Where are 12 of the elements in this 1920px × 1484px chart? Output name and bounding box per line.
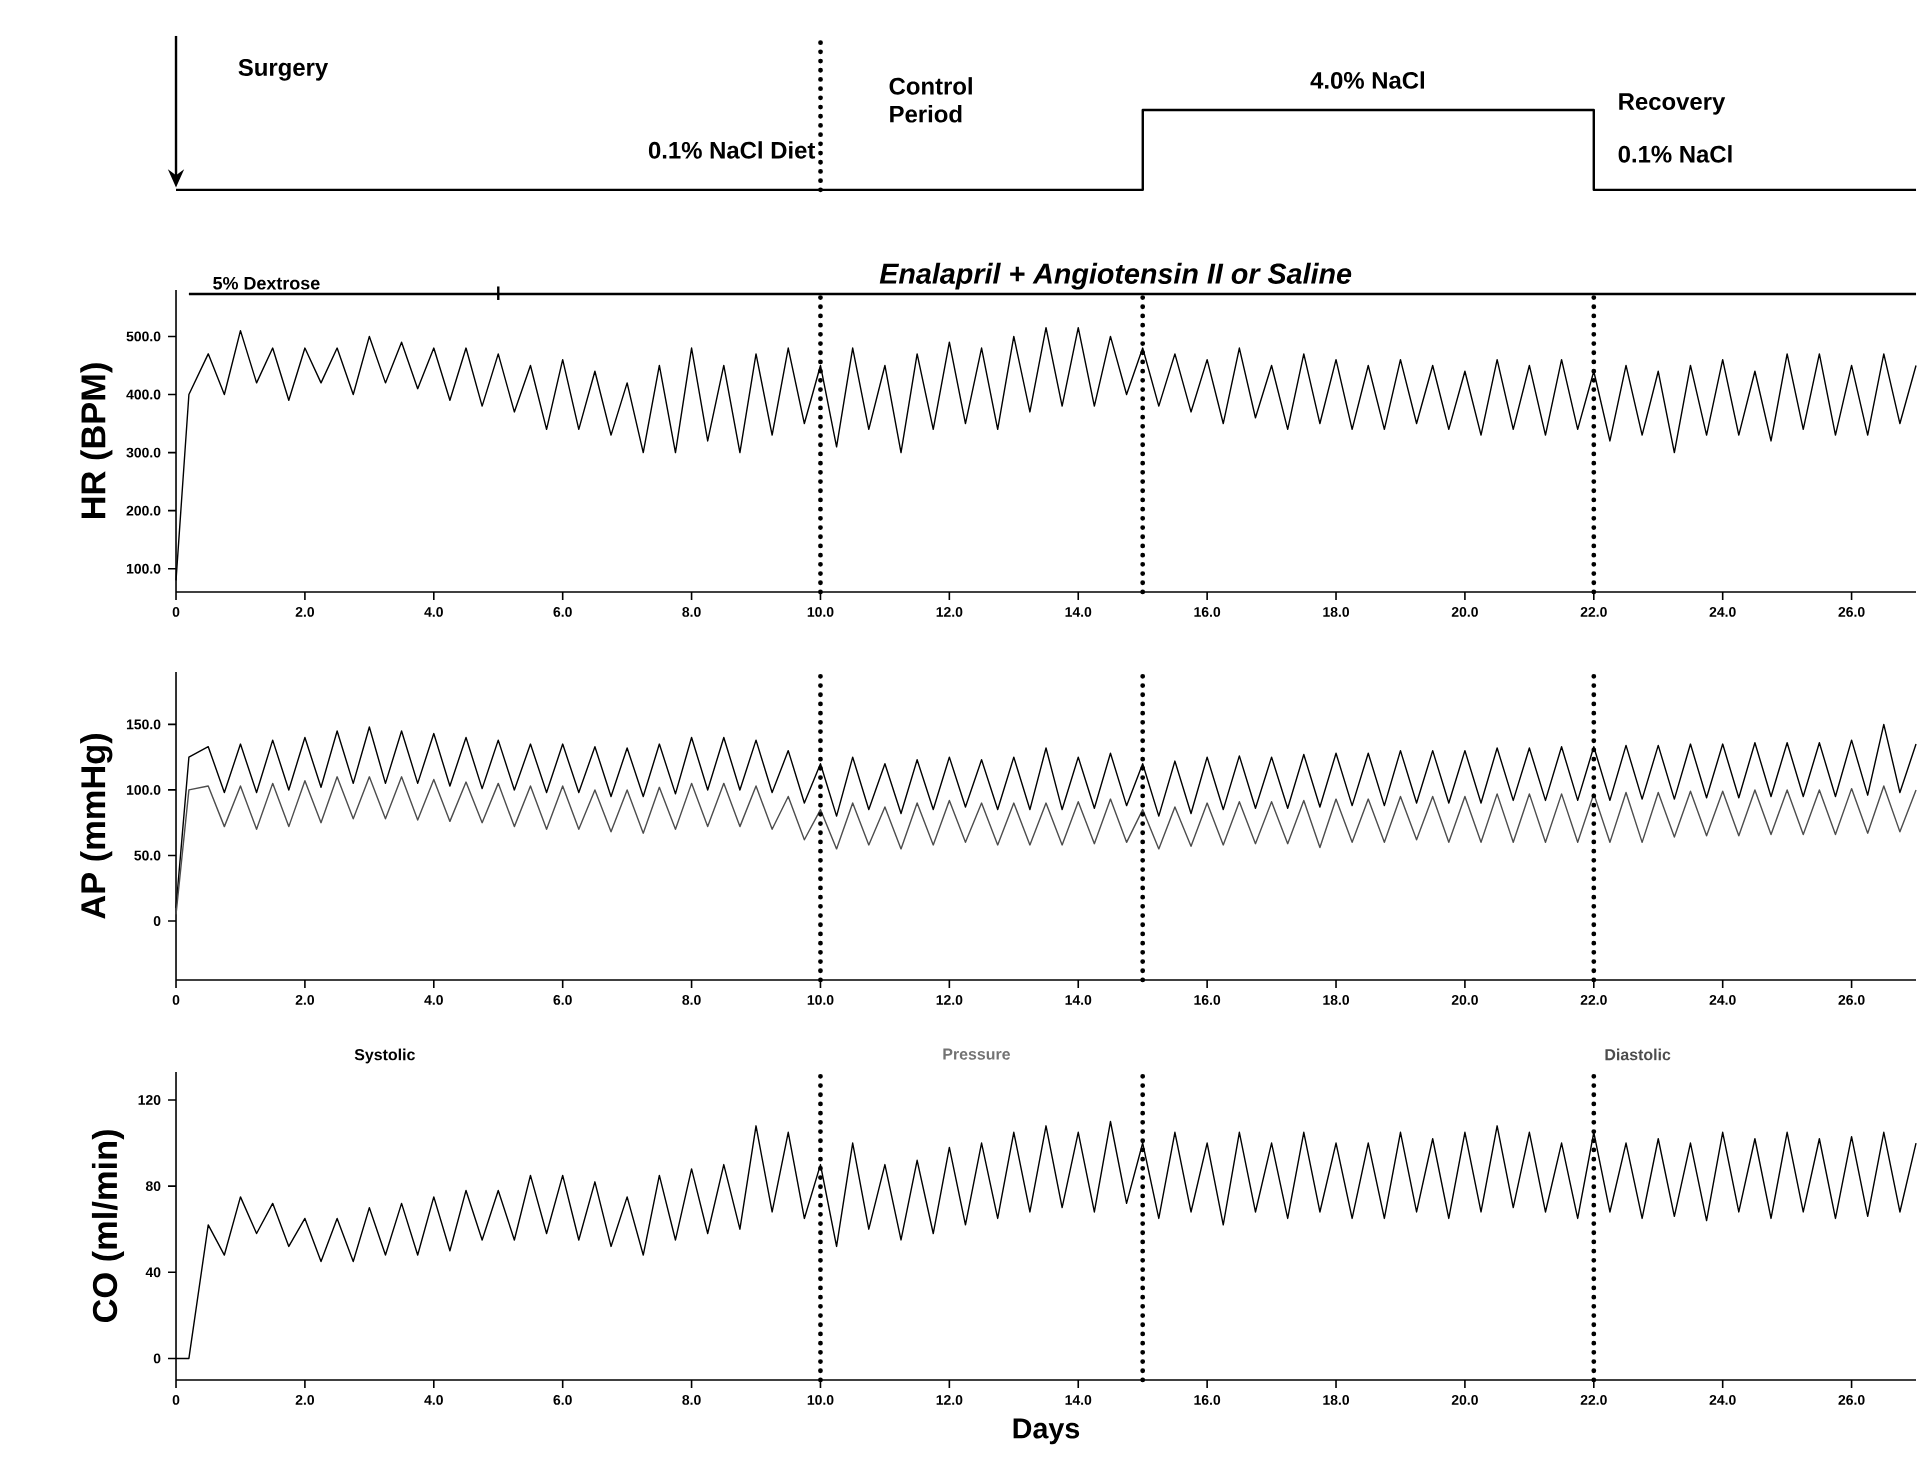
y-axis-title: AP (mmHg) xyxy=(80,734,113,919)
x-axis-title: Days xyxy=(1013,1418,1080,1445)
text: Control Period xyxy=(889,77,972,123)
text: Recovery xyxy=(1619,93,1726,115)
text: 0.1% NaCl Diet xyxy=(648,141,816,159)
text: 5% Dextrose xyxy=(213,276,320,290)
y-axis-title: CO (ml/min) xyxy=(91,1130,125,1323)
y-axis-title: HR (BPM) xyxy=(80,363,113,519)
text: 0.1% NaCl xyxy=(1618,145,1732,163)
text: 4.0% NaCl xyxy=(1310,71,1424,89)
text: Surgery xyxy=(238,58,329,81)
text: Enalapril + Angiotensin II or Saline xyxy=(879,262,1352,290)
